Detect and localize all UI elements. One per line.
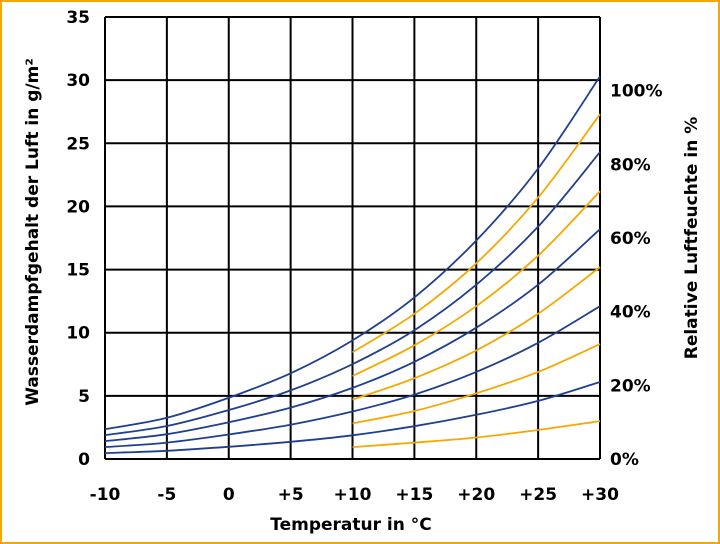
y2-tick-label: 20% bbox=[610, 376, 651, 396]
series-line-2 bbox=[104, 151, 601, 436]
series-line-4 bbox=[104, 305, 601, 448]
y2-tick-labels: 0% 20% 40% 60% 80% 100% bbox=[610, 82, 663, 470]
y-tick-label: 25 bbox=[66, 134, 90, 154]
y2-tick-label: 100% bbox=[610, 82, 663, 102]
x-tick-labels: -10 -5 0 +5 +10 +15 +20 +25 +30 bbox=[90, 485, 619, 505]
x-tick-label: -10 bbox=[90, 485, 121, 505]
y-tick-label: 10 bbox=[66, 324, 90, 344]
series-line-8 bbox=[352, 266, 601, 401]
x-tick-label: 0 bbox=[223, 485, 235, 505]
x-tick-label: +30 bbox=[581, 485, 619, 505]
series-line-3 bbox=[104, 228, 601, 442]
y-tick-label: 15 bbox=[66, 261, 90, 281]
y-tick-label: 30 bbox=[66, 71, 90, 91]
series-line-10 bbox=[352, 420, 601, 448]
y-tick-label: 5 bbox=[78, 387, 90, 407]
y2-tick-label: 40% bbox=[610, 303, 651, 323]
series-line-1 bbox=[104, 75, 601, 431]
x-tick-label: +10 bbox=[334, 485, 372, 505]
y2-axis-title: Relative Luftfeuchte in % bbox=[682, 117, 702, 360]
x-tick-label: +25 bbox=[519, 485, 557, 505]
x-tick-label: +15 bbox=[395, 485, 433, 505]
y-tick-labels: 0 5 10 15 20 25 30 35 bbox=[66, 8, 90, 470]
series-line-6 bbox=[352, 113, 601, 354]
y-tick-label: 20 bbox=[66, 197, 90, 217]
x-tick-label: -5 bbox=[157, 485, 176, 505]
series-line-9 bbox=[352, 343, 601, 425]
grid bbox=[104, 16, 601, 460]
y-axis-title: Wasserdampfgehalt der Luft in g/m² bbox=[23, 58, 43, 406]
y-tick-label: 35 bbox=[66, 8, 90, 28]
x-tick-label: +5 bbox=[278, 485, 304, 505]
series-line-5 bbox=[104, 381, 601, 454]
series-lines bbox=[104, 75, 601, 454]
y-tick-label: 0 bbox=[78, 450, 90, 470]
y2-tick-label: 80% bbox=[610, 155, 651, 175]
x-axis-title: Temperatur in °C bbox=[270, 515, 432, 535]
y2-tick-label: 60% bbox=[610, 229, 651, 249]
x-tick-label: +20 bbox=[457, 485, 495, 505]
y2-tick-label: 0% bbox=[610, 450, 639, 470]
series-line-7 bbox=[352, 190, 601, 377]
